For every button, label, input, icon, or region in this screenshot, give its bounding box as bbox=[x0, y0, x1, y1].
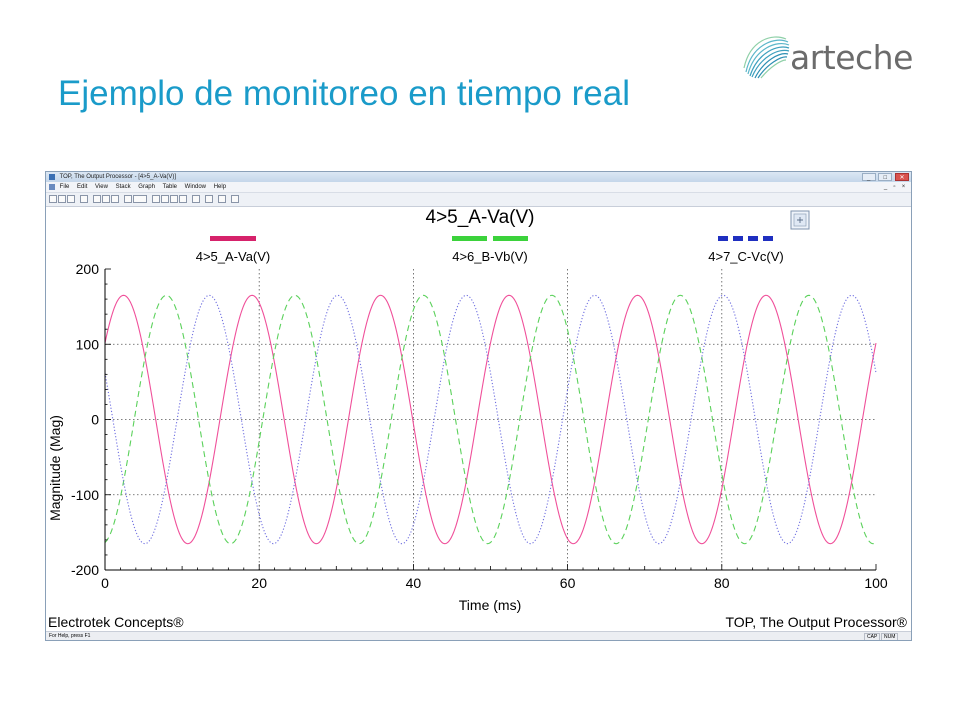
delete-icon[interactable] bbox=[102, 195, 110, 203]
footer-left: Electrotek Concepts® bbox=[48, 614, 184, 630]
y-tick-label: 200 bbox=[76, 261, 100, 277]
legend-swatch-b-1 bbox=[452, 236, 487, 241]
y-tick-label: -200 bbox=[71, 562, 99, 578]
y-axis-label: Magnitude (Mag) bbox=[47, 415, 63, 521]
refresh-icon[interactable] bbox=[111, 195, 119, 203]
plot-area bbox=[104, 294, 877, 545]
status-help-text: For Help, press F1 bbox=[49, 633, 91, 639]
legend-label-a: 4>5_A-Va(V) bbox=[196, 249, 271, 264]
mdi-minimize-button[interactable]: _ bbox=[883, 184, 888, 190]
table-icon[interactable] bbox=[192, 195, 200, 203]
menu-table[interactable]: Table bbox=[162, 184, 177, 190]
arteche-logo-icon bbox=[743, 36, 790, 79]
x-tick-label: 100 bbox=[864, 575, 888, 591]
help-icon[interactable] bbox=[231, 195, 239, 203]
report-icon[interactable] bbox=[205, 195, 213, 203]
menu-window[interactable]: Window bbox=[184, 184, 207, 190]
close-button[interactable]: ✕ bbox=[895, 173, 909, 181]
logo-text: arteche bbox=[790, 38, 913, 77]
legend-swatch-c-1 bbox=[718, 236, 728, 241]
menu-graph[interactable]: Graph bbox=[138, 184, 155, 190]
x-tick-label: 60 bbox=[560, 575, 576, 591]
menu-file[interactable]: File bbox=[59, 184, 70, 190]
window-titlebar: TOP, The Output Processor - [4>5_A-Va(V)… bbox=[46, 172, 911, 182]
status-cap: CAP bbox=[864, 633, 881, 640]
app-icon bbox=[49, 174, 55, 180]
mdi-restore-button[interactable]: ▫ bbox=[893, 184, 896, 190]
y-tick-label: 0 bbox=[91, 412, 99, 428]
waveform-chart: 4>5_A-Va(V) 4>5_A-Va(V) 4>6_B-Vb(V) 4>7_… bbox=[47, 207, 908, 630]
legend-label-c: 4>7_C-Vc(V) bbox=[708, 249, 784, 264]
function-icon[interactable] bbox=[133, 195, 147, 203]
toolbar bbox=[46, 193, 911, 207]
grid-icon[interactable] bbox=[179, 195, 187, 203]
slide-title: Ejemplo de monitoreo en tiempo real bbox=[58, 74, 630, 113]
settings-icon[interactable] bbox=[218, 195, 226, 203]
x-tick-label: 80 bbox=[714, 575, 730, 591]
minimize-button[interactable]: _ bbox=[861, 173, 876, 181]
x-tick-label: 40 bbox=[406, 575, 422, 591]
chart-title: 4>5_A-Va(V) bbox=[426, 207, 535, 228]
menu-help[interactable]: Help bbox=[213, 184, 227, 190]
arteche-logo: arteche bbox=[742, 34, 932, 84]
status-num: NUM bbox=[881, 633, 899, 640]
footer-right: TOP, The Output Processor® bbox=[725, 614, 907, 630]
x-axis-label: Time (ms) bbox=[459, 597, 521, 613]
menu-stack[interactable]: Stack bbox=[115, 184, 131, 190]
x-tick-label: 0 bbox=[101, 575, 109, 591]
mdi-controls: _ ▫ × bbox=[881, 182, 908, 192]
menu-bar: File Edit View Stack Graph Table Window … bbox=[46, 182, 911, 193]
legend-label-b: 4>6_B-Vb(V) bbox=[452, 249, 528, 264]
print-icon[interactable] bbox=[58, 195, 66, 203]
chart-axes: 0 20 40 60 80 100 -200 -100 0 100 200 bbox=[71, 261, 888, 591]
x-tick-label: 20 bbox=[251, 575, 267, 591]
series-line-b bbox=[104, 294, 877, 545]
legend-swatch-a bbox=[210, 236, 256, 241]
top-output-processor-window: TOP, The Output Processor - [4>5_A-Va(V)… bbox=[45, 171, 912, 641]
y-tick-label: 100 bbox=[76, 336, 100, 352]
document-icon bbox=[49, 184, 55, 190]
menu-edit[interactable]: Edit bbox=[77, 184, 88, 190]
legend-swatch-c-3 bbox=[748, 236, 758, 241]
stack-icon[interactable] bbox=[124, 195, 132, 203]
zoom-toggle-button[interactable] bbox=[790, 210, 810, 230]
window-controls: _ □ ✕ bbox=[861, 172, 909, 182]
copy-icon[interactable] bbox=[80, 195, 88, 203]
y-tick-label: -100 bbox=[71, 487, 99, 503]
zoom-icon[interactable] bbox=[161, 195, 169, 203]
legend-swatch-c-2 bbox=[733, 236, 743, 241]
crosshair-icon[interactable] bbox=[170, 195, 178, 203]
menu-view[interactable]: View bbox=[95, 184, 108, 190]
save-icon[interactable] bbox=[67, 195, 75, 203]
chart-icon[interactable] bbox=[152, 195, 160, 203]
legend-swatch-c-4 bbox=[763, 236, 773, 241]
maximize-button[interactable]: □ bbox=[878, 173, 893, 181]
series-line-a bbox=[104, 294, 877, 545]
mdi-close-button[interactable]: × bbox=[901, 184, 906, 190]
window-title: TOP, The Output Processor - [4>5_A-Va(V)… bbox=[59, 174, 177, 180]
paste-icon[interactable] bbox=[93, 195, 101, 203]
legend: 4>5_A-Va(V) 4>6_B-Vb(V) 4>7_C-Vc(V) bbox=[196, 236, 784, 264]
legend-swatch-b-2 bbox=[493, 236, 528, 241]
status-bar: For Help, press F1 CAP NUM bbox=[46, 631, 911, 640]
open-icon[interactable] bbox=[49, 195, 57, 203]
